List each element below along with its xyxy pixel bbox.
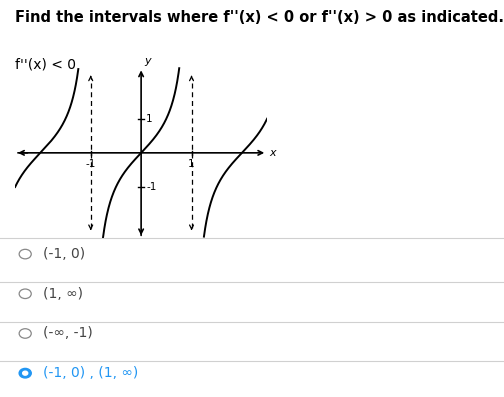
Text: f''(x) < 0: f''(x) < 0	[15, 58, 76, 71]
Text: -1: -1	[146, 182, 157, 192]
Text: y: y	[145, 56, 151, 66]
Text: (-1, 0) , (1, ∞): (-1, 0) , (1, ∞)	[43, 366, 138, 380]
Text: 1: 1	[188, 159, 195, 169]
Text: (-1, 0): (-1, 0)	[43, 247, 85, 261]
Text: x: x	[270, 148, 276, 158]
Text: (1, ∞): (1, ∞)	[43, 287, 83, 301]
Text: Find the intervals where f''(x) < 0 or f''(x) > 0 as indicated.: Find the intervals where f''(x) < 0 or f…	[15, 10, 504, 25]
Text: (-∞, -1): (-∞, -1)	[43, 326, 93, 341]
Text: -1: -1	[86, 159, 96, 169]
Text: 1: 1	[146, 114, 153, 124]
